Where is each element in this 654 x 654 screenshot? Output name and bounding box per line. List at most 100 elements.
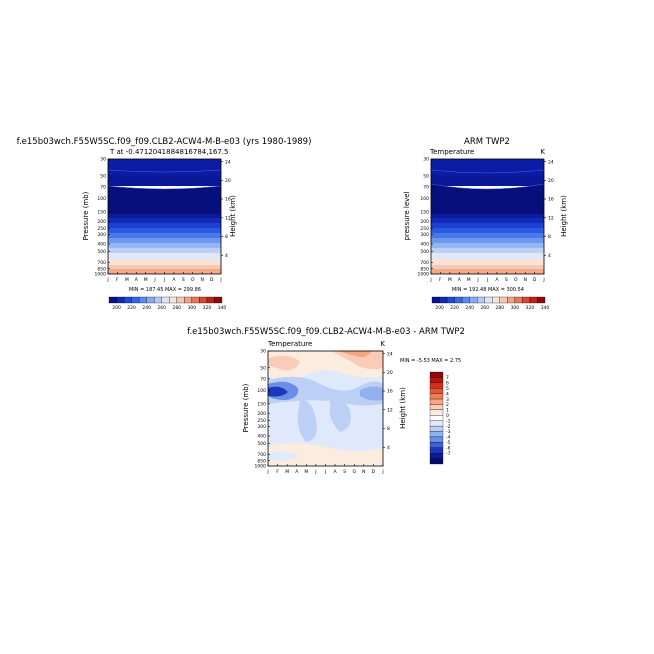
model-colorbar-swatch xyxy=(191,296,200,304)
obs-colorbar-swatch xyxy=(454,296,463,304)
obs-month-label: D xyxy=(533,277,537,283)
panel-obs-ylabel-right: Height (km) xyxy=(560,195,568,237)
diff-colorbar-label: 7 xyxy=(446,375,449,381)
model-month-label: J xyxy=(219,277,221,283)
obs-pressure-label: 50 xyxy=(423,173,429,179)
obs-pressure-label: 850 xyxy=(420,266,429,272)
model-height-label: 12 xyxy=(225,215,231,221)
diff-colorbar-swatch xyxy=(429,393,444,400)
obs-month-label: A xyxy=(458,277,462,283)
model-pressure-label: 30 xyxy=(100,157,106,163)
model-month-label: J xyxy=(153,277,155,283)
model-colorbar-swatch xyxy=(131,296,140,304)
model-colorbar-swatch xyxy=(161,296,170,304)
diff-colorbar-swatch xyxy=(429,431,444,438)
diff-colorbar-swatch xyxy=(429,420,444,427)
diff-colorbar-swatch xyxy=(429,447,444,454)
model-pressure-label: 500 xyxy=(97,249,106,255)
obs-month-label: O xyxy=(514,277,518,283)
obs-height-label: 8 xyxy=(548,234,551,240)
obs-colorbar-swatch xyxy=(446,296,455,304)
obs-month-label: J xyxy=(429,277,431,283)
panel-diff-subtitle: Temperature xyxy=(267,340,312,348)
panel-diff-ylabel: Pressure (mb) xyxy=(242,383,250,432)
obs-colorbar-swatch xyxy=(484,296,493,304)
diff-month-label: S xyxy=(343,469,346,475)
diff-colorbar-swatch xyxy=(429,382,444,389)
model-pressure-label: 850 xyxy=(97,266,106,272)
obs-month-label: J xyxy=(486,277,488,283)
obs-colorbar-label: 260 xyxy=(480,305,489,311)
obs-month-label: J xyxy=(542,277,544,283)
diff-colorbar-label: -6 xyxy=(446,445,451,451)
obs-month-label: N xyxy=(523,277,526,283)
model-colorbar-swatch xyxy=(214,296,223,304)
obs-month-label: A xyxy=(495,277,499,283)
diff-colorbar-swatch xyxy=(429,442,444,448)
panel-obs-plot xyxy=(430,158,545,275)
diff-colorbar-label: 6 xyxy=(446,381,449,387)
model-month-label: A xyxy=(172,277,176,283)
panel-model-plot xyxy=(107,158,222,275)
diff-colorbar-swatch xyxy=(429,398,444,405)
panel-diff-plot xyxy=(267,350,384,467)
diff-height-label: 20 xyxy=(387,370,393,376)
obs-pressure-label: 300 xyxy=(420,232,429,238)
model-pressure-label: 250 xyxy=(97,226,106,232)
obs-pressure-label: 500 xyxy=(420,249,429,255)
model-month-label: O xyxy=(191,277,195,283)
panel-obs-title: ARM TWP2 xyxy=(464,137,510,147)
model-colorbar-label: 220 xyxy=(127,305,136,311)
diff-month-label: O xyxy=(352,469,356,475)
obs-pressure-label: 150 xyxy=(420,209,429,215)
diff-pressure-label: 1000 xyxy=(255,464,267,470)
model-height-label: 8 xyxy=(225,234,228,240)
model-colorbar-swatch xyxy=(123,296,132,304)
model-colorbar-swatch xyxy=(108,296,117,304)
obs-height-label: 20 xyxy=(548,178,554,184)
obs-month-label: M xyxy=(448,277,452,283)
obs-month-label: M xyxy=(467,277,471,283)
diff-pressure-label: 250 xyxy=(257,418,266,424)
obs-month-label: S xyxy=(505,277,508,283)
obs-pressure-label: 100 xyxy=(420,196,429,202)
diff-month-label: J xyxy=(381,469,383,475)
obs-pressure-label: 30 xyxy=(423,157,429,163)
panel-model: f.e15b03wch.F55W5SC.f09_f09.CLB2-ACW4-M-… xyxy=(17,137,312,293)
obs-height-label: 12 xyxy=(548,215,554,221)
diff-pressure-label: 200 xyxy=(257,411,266,417)
diff-pressure-label: 500 xyxy=(257,441,266,447)
diff-colorbar-swatch xyxy=(429,425,444,432)
panel-diff: f.e15b03wch.F55W5SC.f09_f09.CLB2-ACW4-M-… xyxy=(187,327,465,467)
model-month-label: J xyxy=(106,277,108,283)
model-pressure-label: 200 xyxy=(97,219,106,225)
model-colorbar-label: 280 xyxy=(173,305,182,311)
diff-month-label: J xyxy=(314,469,316,475)
obs-colorbar-label: 280 xyxy=(496,305,505,311)
diff-pressure-label: 850 xyxy=(257,458,266,464)
panel-obs-subtitle: Temperature xyxy=(429,148,474,156)
model-month-label: A xyxy=(135,277,139,283)
obs-colorbar-swatch xyxy=(469,296,478,304)
model-month-label: M xyxy=(144,277,148,283)
diff-month-label: A xyxy=(295,469,299,475)
panel-obs-ylabel: pressure level xyxy=(403,191,411,240)
obs-colorbar-swatch xyxy=(514,296,523,304)
panel-model-ylabel-right: Height (km) xyxy=(229,195,237,237)
model-colorbar-label: 240 xyxy=(142,305,151,311)
obs-height-label: 16 xyxy=(548,197,554,203)
model-pressure-label: 50 xyxy=(100,173,106,179)
diff-colorbar-label: -3 xyxy=(446,429,451,435)
obs-colorbar-swatch xyxy=(529,296,538,304)
model-colorbar-swatch xyxy=(199,296,208,304)
obs-colorbar-swatch xyxy=(461,296,470,304)
diff-month-label: J xyxy=(324,469,326,475)
obs-pressure-label: 400 xyxy=(420,242,429,248)
obs-pressure-label: 700 xyxy=(420,260,429,266)
diff-colorbar-swatch xyxy=(429,388,444,394)
diff-colorbar-swatch xyxy=(429,415,444,421)
diff-pressure-label: 700 xyxy=(257,452,266,458)
model-pressure-label: 400 xyxy=(97,242,106,248)
model-pressure-label: 1000 xyxy=(95,272,107,278)
